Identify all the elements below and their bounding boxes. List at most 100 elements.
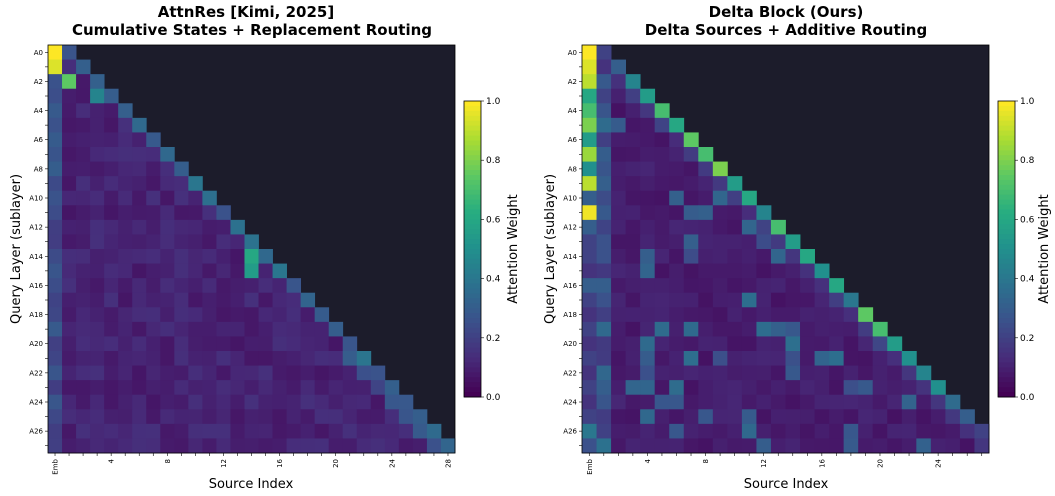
colorbar-segment <box>464 150 481 156</box>
heatmap-cell <box>370 423 386 439</box>
heatmap-cell <box>625 88 641 104</box>
colorbar-segment <box>998 298 1015 304</box>
heatmap-cell <box>640 132 656 148</box>
left-y-axis-ticks: A0 A2 A4 A6 A8 A10 A12 A14 A16 A18 A20 A22 A24 A26 <box>29 49 48 447</box>
heatmap-cell <box>132 321 147 337</box>
y-tick-label: A2 <box>568 78 577 86</box>
colorbar-segment <box>464 130 481 137</box>
heatmap-cell <box>104 307 119 323</box>
heatmap-cell <box>640 219 656 235</box>
heatmap-cell <box>118 132 133 148</box>
heatmap-cell <box>582 147 597 162</box>
heatmap-cell <box>426 438 442 454</box>
heatmap-cell <box>683 292 699 308</box>
heatmap-cell <box>202 219 217 235</box>
heatmap-cell <box>596 74 612 90</box>
heatmap-cell <box>188 351 203 366</box>
heatmap-cell <box>596 307 612 323</box>
colorbar-segment <box>998 337 1015 344</box>
heatmap-cell <box>727 351 743 366</box>
colorbar-segment <box>464 327 481 334</box>
heatmap-cell <box>230 263 245 279</box>
heatmap-cell <box>756 423 772 439</box>
heatmap-cell <box>412 423 428 439</box>
left-colorbar-label: Attention Weight <box>506 194 521 303</box>
heatmap-cell <box>188 394 203 410</box>
heatmap-cell <box>174 394 189 410</box>
heatmap-cell <box>596 176 612 192</box>
heatmap-cell <box>800 249 815 264</box>
heatmap-cell <box>244 438 259 454</box>
heatmap-cell <box>814 409 830 425</box>
heatmap-cell <box>328 321 344 337</box>
colorbar-segment <box>998 253 1015 260</box>
heatmap-cell <box>712 190 728 206</box>
colorbar-segment <box>464 253 481 260</box>
heatmap-cell <box>76 380 91 396</box>
heatmap-cell <box>300 351 316 366</box>
heatmap-cell <box>118 278 133 294</box>
heatmap-cell <box>62 394 77 410</box>
colorbar-tick-label: 0.4 <box>486 275 501 285</box>
heatmap-cell <box>654 423 670 439</box>
heatmap-cell <box>104 409 119 425</box>
heatmap-cell <box>669 394 685 410</box>
heatmap-cell <box>582 263 597 279</box>
heatmap-cell <box>625 365 641 381</box>
heatmap-cell <box>90 117 105 133</box>
heatmap-cell <box>314 423 330 439</box>
heatmap-cell <box>76 278 91 294</box>
heatmap-cell <box>741 423 757 439</box>
heatmap-cell <box>160 380 175 396</box>
heatmap-cell <box>669 219 685 235</box>
heatmap-cell <box>785 438 801 454</box>
heatmap-cell <box>258 307 273 323</box>
heatmap-cell <box>230 380 245 396</box>
heatmap-cell <box>314 394 330 410</box>
heatmap-cell <box>216 205 231 221</box>
heatmap-cell <box>712 336 728 352</box>
heatmap-cell <box>669 307 685 323</box>
heatmap-cell <box>300 438 316 454</box>
heatmap-cell <box>90 380 105 396</box>
heatmap-cell <box>654 190 670 206</box>
heatmap-cell <box>104 321 119 337</box>
heatmap-cell <box>654 278 670 294</box>
heatmap-cell <box>756 351 772 366</box>
colorbar-segment <box>998 155 1015 161</box>
heatmap-cell <box>104 394 119 410</box>
heatmap-cell <box>770 336 786 352</box>
heatmap-cell <box>258 292 273 308</box>
heatmap-cell <box>272 380 287 396</box>
heatmap-cell <box>829 423 845 439</box>
heatmap-cell <box>202 205 217 221</box>
colorbar-segment <box>998 372 1015 378</box>
heatmap-cell <box>611 292 627 308</box>
colorbar-segment <box>464 372 481 378</box>
heatmap-cell <box>770 292 786 308</box>
heatmap-cell <box>640 278 656 294</box>
colorbar-segment <box>998 150 1015 156</box>
heatmap-cell <box>90 423 105 439</box>
heatmap-cell <box>611 59 627 75</box>
heatmap-cell <box>683 321 699 337</box>
heatmap-cell <box>342 336 358 352</box>
heatmap-cell <box>625 263 641 279</box>
heatmap-cell <box>582 117 597 133</box>
heatmap-cell <box>76 117 91 133</box>
colorbar-segment <box>998 101 1015 107</box>
heatmap-cell <box>741 438 757 454</box>
heatmap-cell <box>370 438 386 454</box>
heatmap-cell <box>640 117 656 133</box>
heatmap-cell <box>230 394 245 410</box>
heatmap-cell <box>174 278 189 294</box>
heatmap-cell <box>741 307 757 323</box>
colorbar-segment <box>464 101 481 107</box>
heatmap-cell <box>596 88 612 104</box>
colorbar-segment <box>464 308 481 314</box>
heatmap-cell <box>625 190 641 206</box>
heatmap-cell <box>872 351 888 366</box>
heatmap-cell <box>640 380 656 396</box>
heatmap-cell <box>974 438 990 454</box>
heatmap-cell <box>202 307 217 323</box>
